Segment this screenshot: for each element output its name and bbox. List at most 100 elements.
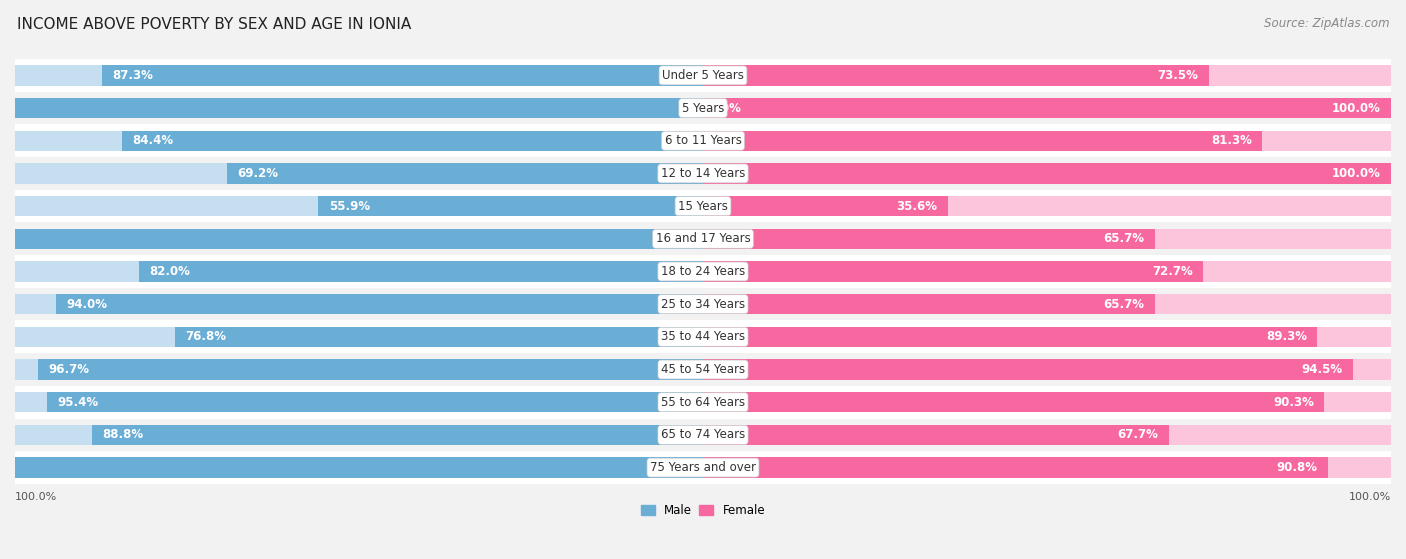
Bar — [318, 196, 703, 216]
Bar — [15, 131, 703, 151]
Text: 65.7%: 65.7% — [1104, 233, 1144, 245]
Bar — [15, 451, 1391, 484]
Bar — [15, 65, 703, 86]
Text: 100.0%: 100.0% — [693, 102, 741, 115]
Bar — [15, 425, 703, 445]
Text: 5 Years: 5 Years — [682, 102, 724, 115]
Text: 81.3%: 81.3% — [1211, 134, 1251, 147]
Bar — [703, 196, 1391, 216]
Bar — [174, 326, 703, 347]
Text: 95.4%: 95.4% — [58, 396, 98, 409]
Bar — [15, 98, 703, 118]
Bar — [15, 222, 1391, 255]
Bar — [15, 386, 1391, 419]
Bar — [703, 262, 1204, 282]
Text: 87.3%: 87.3% — [112, 69, 153, 82]
Bar — [15, 98, 703, 118]
Text: 72.7%: 72.7% — [1152, 265, 1192, 278]
Bar — [703, 196, 948, 216]
Text: 90.8%: 90.8% — [1277, 461, 1317, 474]
Bar — [703, 98, 1391, 118]
Bar — [15, 294, 703, 314]
Bar — [15, 190, 1391, 222]
Bar — [703, 392, 1324, 413]
Bar — [15, 59, 1391, 92]
Bar — [38, 359, 703, 380]
Bar — [703, 425, 1391, 445]
Bar — [703, 262, 1391, 282]
Text: 100.0%: 100.0% — [693, 233, 741, 245]
Legend: Male, Female: Male, Female — [636, 500, 770, 522]
Text: 65.7%: 65.7% — [1104, 297, 1144, 311]
Text: 96.7%: 96.7% — [48, 363, 89, 376]
Text: 55 to 64 Years: 55 to 64 Years — [661, 396, 745, 409]
Bar — [703, 457, 1327, 478]
Bar — [56, 294, 703, 314]
Bar — [15, 92, 1391, 125]
Text: 35 to 44 Years: 35 to 44 Years — [661, 330, 745, 343]
Bar — [703, 359, 1391, 380]
Bar — [15, 326, 703, 347]
Text: 100.0%: 100.0% — [15, 492, 58, 502]
Bar — [46, 392, 703, 413]
Text: Under 5 Years: Under 5 Years — [662, 69, 744, 82]
Bar — [703, 163, 1391, 183]
Text: 67.7%: 67.7% — [1118, 428, 1159, 442]
Bar — [15, 262, 703, 282]
Bar — [703, 65, 1391, 86]
Bar — [15, 392, 703, 413]
Bar — [15, 288, 1391, 320]
Text: INCOME ABOVE POVERTY BY SEX AND AGE IN IONIA: INCOME ABOVE POVERTY BY SEX AND AGE IN I… — [17, 17, 411, 32]
Bar — [703, 229, 1154, 249]
Bar — [139, 262, 703, 282]
Bar — [703, 65, 1209, 86]
Bar — [103, 65, 703, 86]
Text: 12 to 14 Years: 12 to 14 Years — [661, 167, 745, 180]
Text: 73.5%: 73.5% — [1157, 69, 1198, 82]
Bar — [703, 359, 1353, 380]
Bar — [122, 131, 703, 151]
Text: 100.0%: 100.0% — [1331, 102, 1381, 115]
Bar — [703, 229, 1391, 249]
Bar — [91, 425, 703, 445]
Text: 65 to 74 Years: 65 to 74 Years — [661, 428, 745, 442]
Bar — [15, 255, 1391, 288]
Text: 82.0%: 82.0% — [149, 265, 190, 278]
Bar — [15, 353, 1391, 386]
Bar — [703, 294, 1154, 314]
Bar — [15, 457, 703, 478]
Text: 84.4%: 84.4% — [132, 134, 174, 147]
Text: 94.5%: 94.5% — [1302, 363, 1343, 376]
Text: 75 Years and over: 75 Years and over — [650, 461, 756, 474]
Text: 94.0%: 94.0% — [66, 297, 108, 311]
Text: Source: ZipAtlas.com: Source: ZipAtlas.com — [1264, 17, 1389, 30]
Text: 76.8%: 76.8% — [186, 330, 226, 343]
Bar — [703, 392, 1391, 413]
Text: 55.9%: 55.9% — [329, 200, 370, 212]
Text: 100.0%: 100.0% — [1331, 167, 1381, 180]
Text: 18 to 24 Years: 18 to 24 Years — [661, 265, 745, 278]
Bar — [15, 419, 1391, 451]
Bar — [15, 359, 703, 380]
Bar — [15, 157, 1391, 190]
Bar — [703, 294, 1391, 314]
Bar — [703, 425, 1168, 445]
Text: 6 to 11 Years: 6 to 11 Years — [665, 134, 741, 147]
Bar — [15, 125, 1391, 157]
Bar — [703, 326, 1317, 347]
Text: 88.8%: 88.8% — [103, 428, 143, 442]
Text: 25 to 34 Years: 25 to 34 Years — [661, 297, 745, 311]
Bar — [703, 326, 1391, 347]
Bar — [15, 320, 1391, 353]
Bar — [15, 196, 703, 216]
Bar — [703, 457, 1391, 478]
Text: 90.3%: 90.3% — [1272, 396, 1315, 409]
Bar — [703, 131, 1263, 151]
Bar — [15, 163, 703, 183]
Bar — [15, 229, 703, 249]
Bar — [15, 229, 703, 249]
Text: 15 Years: 15 Years — [678, 200, 728, 212]
Bar — [703, 131, 1391, 151]
Text: 100.0%: 100.0% — [693, 461, 741, 474]
Text: 89.3%: 89.3% — [1265, 330, 1308, 343]
